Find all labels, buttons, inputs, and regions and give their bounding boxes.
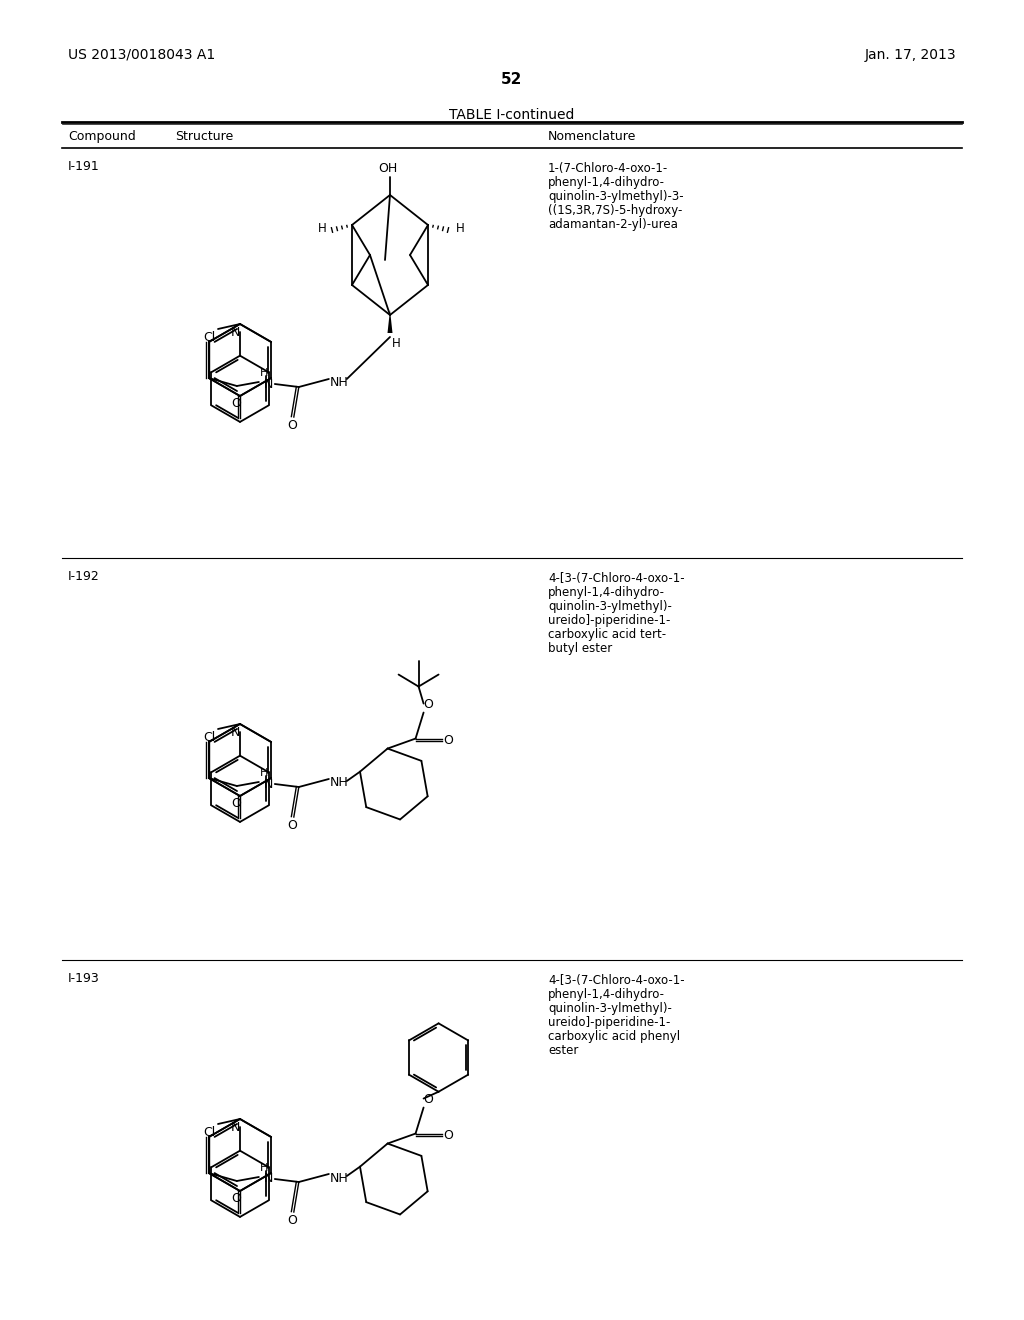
Text: H: H bbox=[318, 222, 327, 235]
Text: TABLE I-continued: TABLE I-continued bbox=[450, 108, 574, 121]
Text: O: O bbox=[443, 1129, 454, 1142]
Text: O: O bbox=[231, 797, 241, 810]
Text: quinolin-3-ylmethyl)-: quinolin-3-ylmethyl)- bbox=[548, 601, 672, 612]
Text: H: H bbox=[260, 368, 268, 378]
Text: O: O bbox=[287, 418, 297, 432]
Text: phenyl-1,4-dihydro-: phenyl-1,4-dihydro- bbox=[548, 176, 665, 189]
Text: NH: NH bbox=[330, 376, 348, 389]
Text: N: N bbox=[230, 1121, 240, 1134]
Text: H: H bbox=[392, 337, 400, 350]
Text: carboxylic acid tert-: carboxylic acid tert- bbox=[548, 628, 667, 642]
Text: Compound: Compound bbox=[68, 129, 136, 143]
Text: H: H bbox=[456, 222, 465, 235]
Text: O: O bbox=[231, 1192, 241, 1205]
Text: Cl: Cl bbox=[204, 1126, 216, 1139]
Text: N: N bbox=[230, 726, 240, 739]
Text: N: N bbox=[230, 326, 240, 339]
Text: adamantan-2-yl)-urea: adamantan-2-yl)-urea bbox=[548, 218, 678, 231]
Text: 4-[3-(7-Chloro-4-oxo-1-: 4-[3-(7-Chloro-4-oxo-1- bbox=[548, 572, 685, 585]
Text: I-192: I-192 bbox=[68, 570, 99, 583]
Text: O: O bbox=[287, 1214, 297, 1228]
Text: US 2013/0018043 A1: US 2013/0018043 A1 bbox=[68, 48, 215, 62]
Text: 52: 52 bbox=[502, 73, 522, 87]
Text: O: O bbox=[424, 1093, 433, 1106]
Text: 1-(7-Chloro-4-oxo-1-: 1-(7-Chloro-4-oxo-1- bbox=[548, 162, 669, 176]
Text: ureido]-piperidine-1-: ureido]-piperidine-1- bbox=[548, 1016, 671, 1030]
Text: N: N bbox=[264, 777, 273, 791]
Text: ((1S,3R,7S)-5-hydroxy-: ((1S,3R,7S)-5-hydroxy- bbox=[548, 205, 682, 216]
Text: NH: NH bbox=[330, 1172, 348, 1184]
Text: I-193: I-193 bbox=[68, 972, 99, 985]
Text: phenyl-1,4-dihydro-: phenyl-1,4-dihydro- bbox=[548, 586, 665, 599]
Text: ester: ester bbox=[548, 1044, 579, 1057]
Text: O: O bbox=[231, 397, 241, 411]
Text: O: O bbox=[443, 734, 454, 747]
Text: O: O bbox=[424, 697, 433, 710]
Text: 4-[3-(7-Chloro-4-oxo-1-: 4-[3-(7-Chloro-4-oxo-1- bbox=[548, 974, 685, 987]
Text: quinolin-3-ylmethyl)-3-: quinolin-3-ylmethyl)-3- bbox=[548, 190, 684, 203]
Text: butyl ester: butyl ester bbox=[548, 642, 612, 655]
Text: OH: OH bbox=[379, 162, 397, 176]
Text: H: H bbox=[260, 1163, 268, 1173]
Text: Cl: Cl bbox=[204, 731, 216, 744]
Text: Nomenclature: Nomenclature bbox=[548, 129, 636, 143]
Text: ureido]-piperidine-1-: ureido]-piperidine-1- bbox=[548, 614, 671, 627]
Text: NH: NH bbox=[330, 776, 348, 789]
Text: Structure: Structure bbox=[175, 129, 233, 143]
Polygon shape bbox=[387, 310, 392, 333]
Text: H: H bbox=[260, 768, 268, 777]
Text: quinolin-3-ylmethyl)-: quinolin-3-ylmethyl)- bbox=[548, 1002, 672, 1015]
Text: Cl: Cl bbox=[204, 331, 216, 345]
Text: O: O bbox=[287, 818, 297, 832]
Text: N: N bbox=[264, 378, 273, 391]
Text: Jan. 17, 2013: Jan. 17, 2013 bbox=[864, 48, 956, 62]
Text: I-191: I-191 bbox=[68, 160, 99, 173]
Text: phenyl-1,4-dihydro-: phenyl-1,4-dihydro- bbox=[548, 987, 665, 1001]
Text: N: N bbox=[264, 1172, 273, 1185]
Text: carboxylic acid phenyl: carboxylic acid phenyl bbox=[548, 1030, 680, 1043]
